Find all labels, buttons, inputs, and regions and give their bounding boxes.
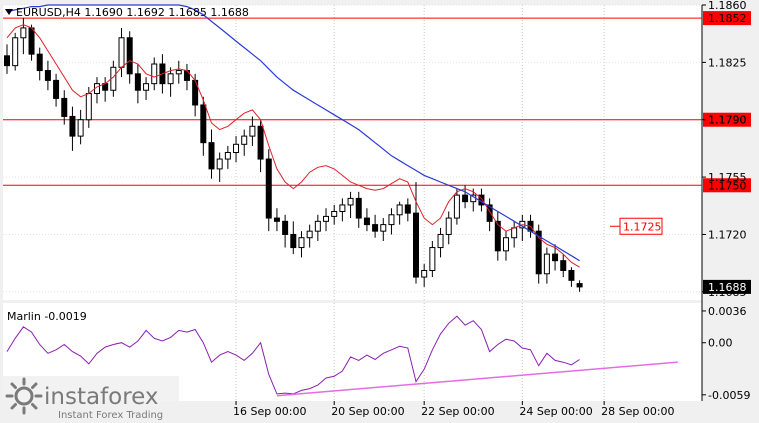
- candle: [151, 57, 158, 91]
- dropdown-triangle-icon[interactable]: [5, 9, 13, 15]
- price-tick-label: 1.1720: [708, 228, 747, 241]
- target-label: 1.1725: [623, 220, 662, 233]
- candle: [208, 129, 215, 179]
- price-tick-label: 1.1860: [708, 0, 747, 12]
- marlin-trendline: [276, 361, 678, 397]
- logo-sun-icon: [5, 377, 43, 415]
- candle: [77, 109, 84, 145]
- resistance-level: 1.1852: [3, 11, 751, 26]
- candle: [437, 227, 444, 258]
- candle: [486, 198, 493, 232]
- candle: [298, 231, 305, 258]
- candle: [429, 241, 436, 278]
- marlin-tick-label: 0.00: [708, 337, 733, 350]
- candle: [347, 191, 354, 219]
- candle: [372, 214, 379, 238]
- candle: [355, 191, 362, 228]
- marlin-axis: 0.0036 0.00 -0.0059: [702, 305, 750, 402]
- main-plot-area[interactable]: [3, 5, 702, 300]
- candle: [134, 64, 141, 104]
- candle: [453, 188, 460, 225]
- candle: [339, 198, 346, 222]
- blue-moving-average: [6, 4, 580, 262]
- price-tick-label: 1.1790: [708, 114, 747, 127]
- candle: [61, 90, 68, 125]
- marlin-tick-label: 0.0036: [708, 305, 747, 318]
- candle: [380, 218, 387, 241]
- candle: [175, 60, 182, 84]
- candle: [363, 208, 370, 232]
- price-axis: 1.18601.18251.17901.17551.17201.16851.16…: [702, 0, 751, 299]
- candle: [200, 96, 207, 156]
- time-tick-label: 22 Sep 00:00: [421, 405, 494, 418]
- brand-tagline: Instant Forex Trading: [58, 410, 163, 421]
- resistance-level: 1.1790: [3, 112, 751, 127]
- marlin-label: Marlin -0.0019: [7, 310, 87, 323]
- candle: [314, 214, 321, 241]
- candle: [388, 208, 395, 235]
- time-tick-label: 20 Sep 00:00: [331, 405, 404, 418]
- chart-header: EURUSD,H4 1.1690 1.1692 1.1685 1.1688: [5, 6, 249, 19]
- time-tick-label: 16 Sep 00:00: [233, 405, 306, 418]
- candle: [568, 267, 575, 287]
- candle: [331, 204, 338, 225]
- candle: [502, 231, 509, 261]
- candle: [44, 60, 51, 91]
- level-label: 1.1790: [708, 114, 747, 127]
- candle: [552, 244, 559, 271]
- candle: [404, 198, 411, 222]
- candle: [282, 214, 289, 248]
- candle: [167, 67, 174, 97]
- time-tick-label: 24 Sep 00:00: [519, 405, 592, 418]
- instaforex-logo: instaforex Instant Forex Trading: [0, 376, 179, 423]
- candle: [494, 211, 501, 261]
- price-tick-label: 1.1825: [708, 56, 747, 69]
- level-label: 1.1750: [708, 179, 747, 192]
- candle: [216, 152, 223, 182]
- candle: [290, 221, 297, 255]
- candle: [36, 47, 43, 81]
- candle: [265, 149, 272, 232]
- current-price-label: 1.1688: [708, 281, 747, 294]
- resistance-level: 1.1750: [3, 178, 751, 193]
- candle: [413, 182, 419, 284]
- candle: [143, 77, 150, 101]
- symbol-ohlc-label: EURUSD,H4 1.1690 1.1692 1.1685 1.1688: [16, 6, 249, 19]
- candle: [53, 73, 60, 107]
- candle: [273, 208, 280, 232]
- candle: [543, 247, 550, 284]
- candle: [323, 208, 330, 232]
- time-axis: 16 Sep 00:00 20 Sep 00:00 22 Sep 00:00 24 S…: [233, 401, 675, 418]
- horizontal-levels: 1.1852 1.1790 1.1750: [3, 11, 751, 193]
- candle: [12, 32, 19, 71]
- candle: [249, 116, 256, 146]
- price-tick-label: 1.1755: [708, 171, 747, 184]
- candle: [560, 254, 567, 278]
- target-level: 1.1725: [610, 217, 663, 235]
- level-label: 1.1852: [708, 12, 747, 25]
- candle: [4, 44, 10, 74]
- candle: [535, 224, 542, 284]
- candle: [224, 145, 231, 169]
- candle: [241, 129, 248, 156]
- marlin-tick-label: -0.0059: [708, 389, 750, 402]
- candles: [4, 18, 583, 292]
- candle: [126, 31, 133, 84]
- candle: [421, 263, 428, 287]
- candle: [396, 201, 403, 225]
- current-price-marker: 1.1688: [703, 279, 751, 294]
- time-tick-label: 28 Sep 00:00: [601, 405, 674, 418]
- candle: [69, 106, 76, 151]
- candle: [445, 211, 452, 245]
- candle: [257, 119, 264, 173]
- candle: [576, 280, 583, 292]
- candle: [306, 224, 313, 248]
- brand-name: instaforex: [44, 384, 159, 410]
- candle: [20, 18, 27, 55]
- candle: [233, 136, 240, 163]
